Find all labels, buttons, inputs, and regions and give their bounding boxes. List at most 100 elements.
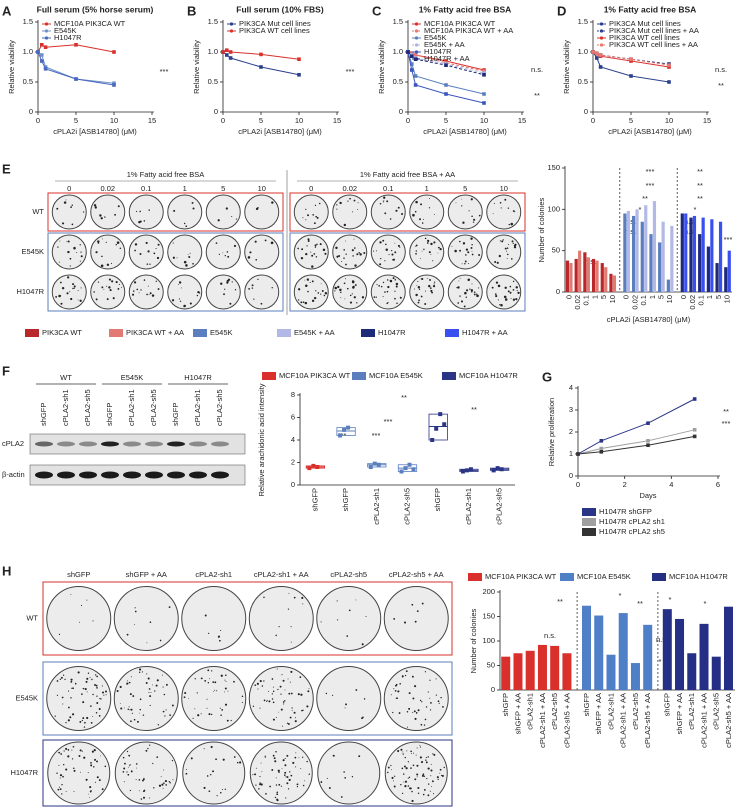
colony — [241, 701, 243, 704]
colony — [424, 290, 426, 292]
colony — [104, 690, 108, 693]
colony — [65, 768, 68, 771]
data-point — [491, 468, 496, 473]
colony — [457, 286, 460, 289]
colony — [410, 752, 412, 754]
colony — [197, 714, 200, 717]
colony — [143, 220, 146, 222]
plate — [182, 741, 246, 805]
chart-title: 1% Fatty acid free BSA — [419, 4, 512, 14]
x-tick-label: cPLA2-sh5 — [495, 488, 504, 525]
colony — [429, 790, 431, 792]
data-point — [40, 59, 44, 63]
plate — [486, 274, 522, 310]
colony — [421, 701, 423, 703]
colony — [231, 215, 233, 218]
colony — [112, 297, 115, 300]
colony — [390, 694, 392, 696]
data-point — [482, 92, 486, 96]
colony — [56, 772, 58, 774]
colony — [437, 778, 439, 780]
colony — [72, 287, 74, 290]
legend-swatch — [442, 372, 456, 380]
colony — [59, 774, 63, 777]
colony — [149, 695, 152, 698]
colony — [340, 291, 342, 294]
colony — [320, 283, 322, 285]
bar — [710, 219, 714, 292]
colony — [427, 783, 430, 785]
colony — [392, 711, 394, 714]
colony — [225, 674, 227, 677]
colony — [464, 263, 466, 265]
colony — [387, 285, 390, 289]
colony — [69, 291, 71, 293]
x-tick-label: 0 — [679, 295, 688, 299]
colony — [425, 756, 427, 759]
colony — [336, 208, 338, 210]
colony — [146, 263, 149, 265]
colony — [254, 773, 257, 776]
colony — [384, 260, 386, 262]
plate — [46, 586, 112, 651]
band — [167, 441, 185, 447]
data-point — [413, 83, 418, 87]
annotation: *** — [384, 417, 393, 426]
colony — [300, 256, 304, 260]
colony — [509, 285, 512, 288]
colony — [284, 774, 286, 776]
colony — [316, 216, 319, 219]
annotation: * — [694, 205, 697, 214]
colony — [302, 301, 305, 304]
colony — [55, 296, 58, 298]
colony — [261, 771, 263, 773]
colony — [285, 797, 287, 799]
annotation: ** — [718, 81, 724, 90]
colony — [224, 679, 226, 681]
colony — [470, 289, 474, 292]
row-label: cPLA2 — [2, 439, 24, 448]
colony — [403, 781, 405, 783]
colony — [358, 755, 361, 758]
colony — [437, 700, 440, 703]
data-point — [460, 469, 465, 474]
colony — [311, 280, 314, 283]
colony — [429, 709, 432, 711]
colony — [412, 711, 414, 713]
colony — [71, 223, 74, 226]
colony — [473, 291, 476, 293]
colony — [491, 286, 494, 289]
colony — [160, 776, 162, 778]
colony — [264, 239, 267, 242]
colony — [259, 783, 262, 786]
colony — [155, 247, 157, 250]
colony — [165, 784, 167, 786]
data-point — [40, 53, 44, 57]
annotation: ** — [723, 407, 729, 416]
legend-label: PIK3CA Mut cell lines — [239, 19, 311, 28]
colony — [142, 779, 144, 782]
colony — [147, 285, 149, 287]
x-tick-label: cPLA2-sh5 — [402, 488, 411, 525]
band — [123, 471, 141, 479]
column-label: 0.1 — [383, 184, 393, 193]
row-frame — [42, 581, 453, 656]
colony — [185, 264, 188, 267]
colony — [271, 201, 274, 204]
y-tick-label: 0 — [584, 107, 588, 116]
colony — [429, 279, 431, 281]
colony — [59, 788, 62, 790]
bar — [583, 252, 587, 292]
colony — [278, 626, 280, 628]
colony — [361, 643, 364, 646]
colony — [303, 780, 305, 782]
colony — [260, 302, 263, 305]
x-tick-label: 0.1 — [697, 295, 706, 305]
x-tick-label: cPLA2-sh5 + AA — [562, 693, 571, 748]
plate — [409, 194, 445, 230]
colony — [128, 681, 131, 684]
colony — [252, 774, 254, 776]
colony — [498, 254, 501, 258]
annotation: *** — [160, 67, 169, 76]
colony — [210, 745, 213, 749]
